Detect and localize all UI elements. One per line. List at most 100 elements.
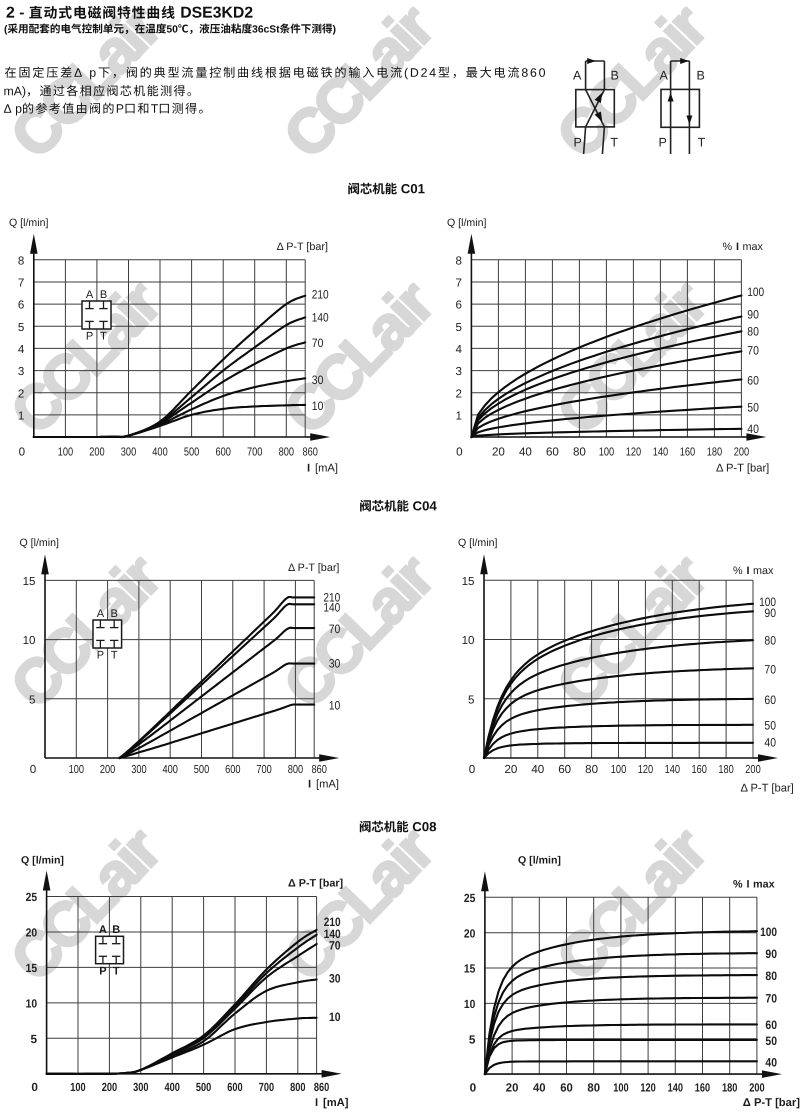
svg-text:80: 80 (747, 325, 759, 339)
svg-text:600: 600 (227, 1080, 243, 1094)
svg-text:Δ P-T [bar]: Δ P-T [bar] (277, 241, 328, 253)
svg-text:200: 200 (749, 1080, 765, 1094)
svg-text:70: 70 (329, 622, 341, 636)
svg-text:10: 10 (464, 997, 476, 1011)
svg-text:200: 200 (102, 1080, 118, 1094)
svg-text:I: I (315, 1097, 318, 1109)
svg-text:15: 15 (464, 962, 476, 976)
svg-text:Q [l/min]: Q [l/min] (458, 537, 497, 549)
svg-text:20: 20 (464, 926, 476, 940)
svg-text:B: B (111, 608, 118, 620)
svg-text:100: 100 (599, 446, 614, 459)
svg-text:500: 500 (196, 1080, 212, 1094)
svg-text:20: 20 (26, 926, 38, 940)
svg-text:100: 100 (58, 446, 73, 459)
svg-text:7: 7 (18, 277, 24, 290)
svg-text:100: 100 (611, 763, 626, 776)
svg-text:160: 160 (680, 446, 695, 459)
svg-text:80: 80 (573, 446, 586, 459)
svg-text:300: 300 (133, 1080, 149, 1094)
svg-text:I: I (308, 779, 311, 791)
svg-text:50: 50 (764, 719, 776, 733)
svg-text:%: % (733, 878, 743, 890)
svg-text:70: 70 (329, 939, 341, 953)
svg-text:160: 160 (692, 763, 707, 776)
svg-text:A: A (660, 69, 669, 83)
svg-text:60: 60 (558, 763, 571, 776)
svg-text:60: 60 (560, 1080, 573, 1094)
svg-text:20: 20 (506, 1080, 519, 1094)
svg-text:Δ P-T [bar]: Δ P-T [bar] (743, 1097, 800, 1109)
svg-text:5: 5 (18, 321, 24, 334)
svg-text:2: 2 (455, 387, 461, 400)
svg-text:200: 200 (745, 763, 760, 776)
svg-text:400: 400 (163, 763, 178, 776)
svg-text:30: 30 (329, 971, 341, 985)
svg-text:210: 210 (312, 287, 329, 301)
svg-text:max: max (743, 241, 764, 253)
svg-text:I: I (747, 565, 750, 577)
svg-text:max: max (753, 565, 774, 577)
svg-text:30: 30 (312, 373, 324, 387)
svg-text:200: 200 (89, 446, 104, 459)
svg-text:Q [l/min]: Q [l/min] (20, 537, 59, 549)
svg-text:10: 10 (312, 399, 324, 413)
svg-text:15: 15 (23, 575, 36, 588)
svg-text:T: T (111, 650, 118, 662)
svg-text:40: 40 (531, 763, 544, 776)
svg-text:P: P (97, 650, 104, 662)
svg-text:860: 860 (312, 763, 327, 776)
svg-text:800: 800 (279, 446, 294, 459)
svg-text:P: P (86, 331, 93, 343)
svg-text:8: 8 (18, 254, 24, 267)
svg-text:30: 30 (329, 657, 341, 671)
svg-text:140: 140 (324, 927, 341, 941)
svg-text:40: 40 (533, 1080, 546, 1094)
svg-text:80: 80 (587, 1080, 600, 1094)
svg-text:120: 120 (638, 763, 653, 776)
svg-text:4: 4 (18, 343, 25, 356)
svg-text:1: 1 (455, 410, 461, 423)
svg-text:60: 60 (764, 693, 776, 707)
svg-text:700: 700 (256, 763, 271, 776)
svg-text:B: B (112, 924, 120, 936)
svg-text:600: 600 (216, 446, 231, 459)
svg-text:180: 180 (718, 763, 733, 776)
svg-text:25: 25 (464, 891, 476, 905)
svg-text:70: 70 (312, 336, 324, 350)
svg-text:210: 210 (324, 915, 341, 929)
svg-text:180: 180 (722, 1080, 738, 1094)
svg-text:400: 400 (165, 1080, 181, 1094)
svg-text:180: 180 (707, 446, 722, 459)
svg-text:B: B (611, 69, 619, 83)
svg-text:T: T (698, 135, 706, 149)
svg-text:70: 70 (764, 662, 776, 676)
svg-text:500: 500 (194, 763, 209, 776)
svg-text:A: A (97, 608, 105, 620)
svg-text:5: 5 (29, 693, 35, 706)
svg-text:200: 200 (734, 446, 749, 459)
svg-text:100: 100 (747, 285, 764, 299)
svg-text:15: 15 (26, 961, 38, 975)
svg-text:160: 160 (695, 1080, 711, 1094)
svg-text:100: 100 (759, 595, 776, 609)
svg-text:10: 10 (26, 997, 38, 1011)
svg-text:[mA]: [mA] (315, 463, 338, 475)
svg-text:10: 10 (462, 634, 475, 647)
svg-text:4: 4 (455, 343, 462, 356)
svg-text:40: 40 (747, 422, 759, 436)
svg-text:P: P (574, 135, 582, 149)
svg-text:max: max (753, 878, 775, 890)
svg-text:A: A (86, 289, 94, 301)
svg-text:Δ P-T [bar]: Δ P-T [bar] (288, 878, 343, 890)
svg-text:0: 0 (31, 1080, 38, 1094)
svg-text:80: 80 (764, 634, 776, 648)
svg-text:860: 860 (314, 1080, 330, 1094)
svg-text:25: 25 (26, 890, 38, 904)
svg-text:B: B (697, 69, 705, 83)
svg-text:120: 120 (640, 1080, 656, 1094)
svg-text:%: % (733, 565, 743, 577)
svg-text:40: 40 (764, 736, 776, 750)
svg-text:140: 140 (668, 1080, 684, 1094)
svg-text:B: B (100, 289, 107, 301)
